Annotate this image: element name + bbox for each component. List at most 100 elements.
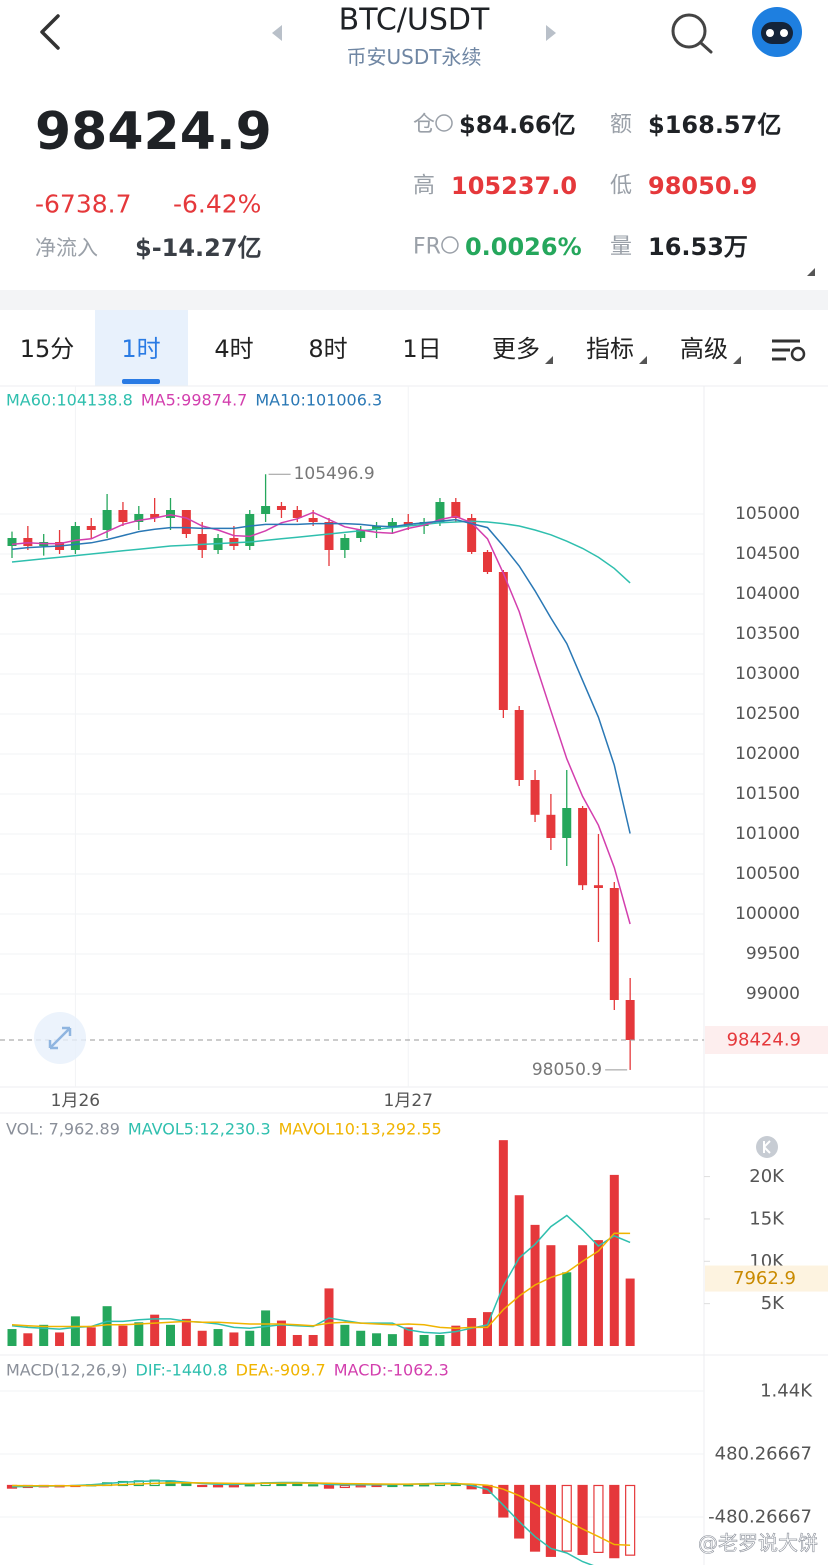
tab[interactable]: 8时 [308, 335, 347, 363]
stat-value: 105237.0 [451, 172, 577, 200]
macd-bar [212, 1484, 224, 1488]
stat-label: 额 [610, 113, 632, 138]
macd-bar [545, 1484, 557, 1557]
interval-tabs: 15分 1时 4时 8时 1日 更多 指标 高级 [20, 310, 741, 386]
y-tick-label: 20K [749, 1166, 785, 1187]
volume-bar [197, 1330, 207, 1346]
macd-bar [387, 1484, 398, 1488]
volume-bar [292, 1334, 302, 1346]
candle-body [308, 518, 318, 522]
x-tick-label: 1月27 [384, 1091, 433, 1111]
stat-label: 量 [610, 235, 632, 260]
chart-settings[interactable] [772, 339, 806, 362]
macd-bar [323, 1484, 335, 1489]
candle-body [483, 552, 492, 572]
volume-bar [498, 1140, 508, 1346]
candle-body [498, 572, 508, 710]
info-icon[interactable] [441, 236, 459, 254]
tab[interactable]: 1日 [402, 335, 441, 363]
volume-bar [451, 1325, 461, 1346]
search-button[interactable] [671, 13, 713, 54]
prev-pair[interactable] [272, 25, 282, 41]
candle-body [292, 510, 302, 518]
divider [0, 290, 828, 310]
fullscreen-icon [48, 1026, 72, 1050]
legend-entry: MACD(12,26,9) [6, 1361, 128, 1380]
y-tick-label: 100500 [735, 864, 800, 884]
candle-body [387, 522, 397, 526]
tab[interactable]: 15分 [20, 335, 75, 363]
k-button[interactable] [756, 1136, 778, 1158]
dea-line [11, 1481, 631, 1546]
volume-bar [229, 1332, 239, 1346]
volume-bar [419, 1334, 429, 1346]
dropdown-arrow [639, 356, 647, 364]
mavol-line [11, 1214, 631, 1335]
price-change: -6738.7 [35, 190, 132, 219]
stat-value: 98050.9 [648, 172, 757, 200]
pair-subtitle: 币安USDT永续 [347, 45, 482, 69]
candle-body [7, 538, 17, 546]
candle-body [181, 510, 191, 534]
tab[interactable]: 指标 [586, 335, 634, 363]
stat-label: 高 [413, 174, 435, 199]
y-tick-label: 105000 [735, 504, 800, 524]
volume-bar [39, 1324, 49, 1346]
candle-body [229, 538, 239, 546]
price-chart: 99000 99500 100000 100500 101000 101500 102000… [0, 386, 828, 1111]
volume-bar [7, 1329, 17, 1346]
candle-body [102, 510, 112, 530]
volume-bar [514, 1195, 524, 1346]
volume-bar [324, 1288, 334, 1346]
search-icon [671, 13, 707, 49]
macd-bar [529, 1484, 541, 1552]
y-tick-label: 103000 [735, 664, 800, 684]
volume-bar [308, 1334, 318, 1346]
candle-body [435, 502, 445, 522]
volume-bar [340, 1324, 350, 1346]
search-icon [699, 41, 713, 54]
volume-bar [55, 1332, 65, 1346]
next-pair[interactable] [546, 25, 556, 41]
legend-entry: VOL: 7,962.89 [6, 1120, 120, 1139]
candle-body [562, 808, 572, 838]
tab[interactable]: 1时 [121, 335, 160, 363]
volume-bar [134, 1322, 144, 1346]
y-tick-label: 5K [761, 1293, 785, 1314]
volume-bar [483, 1312, 492, 1346]
legend-entry: MA60:104138.8 [6, 391, 133, 410]
moving-average-line [11, 520, 631, 584]
candle-body [530, 780, 540, 815]
dropdown-arrow [545, 356, 553, 364]
tab[interactable]: 4时 [214, 335, 253, 363]
avatar[interactable] [752, 7, 802, 57]
y-tick-label: 99500 [746, 944, 800, 964]
y-tick-label: 99000 [746, 984, 800, 1004]
macd-bar [577, 1484, 588, 1555]
stat-value: $84.66亿 [459, 111, 576, 139]
y-tick-label: 102500 [735, 704, 800, 724]
candle-body [514, 710, 524, 780]
x-tick-label: 1月26 [51, 1091, 100, 1111]
last-price: 98424.9 [35, 102, 272, 162]
fullscreen-button[interactable] [34, 1012, 86, 1064]
avatar-eye [766, 29, 774, 37]
tab[interactable]: 高级 [680, 335, 728, 363]
y-tick-label: 100000 [735, 904, 800, 924]
volume-bar [372, 1333, 382, 1346]
legend-entry: MAVOL10:13,292.55 [279, 1120, 442, 1139]
candle-body [134, 514, 144, 522]
low-label: 98050.9 [532, 1060, 602, 1080]
back-button[interactable] [40, 14, 60, 50]
stat-label: 仓 [413, 113, 435, 138]
expand-corner[interactable] [807, 268, 815, 276]
macd-bar [419, 1484, 430, 1487]
tab[interactable]: 更多 [492, 335, 540, 363]
watermark: @老罗说大饼 [698, 1531, 818, 1555]
info-icon[interactable] [435, 114, 453, 132]
macd-bar [609, 1484, 620, 1559]
pair-title[interactable]: BTC/USDT [339, 3, 490, 38]
